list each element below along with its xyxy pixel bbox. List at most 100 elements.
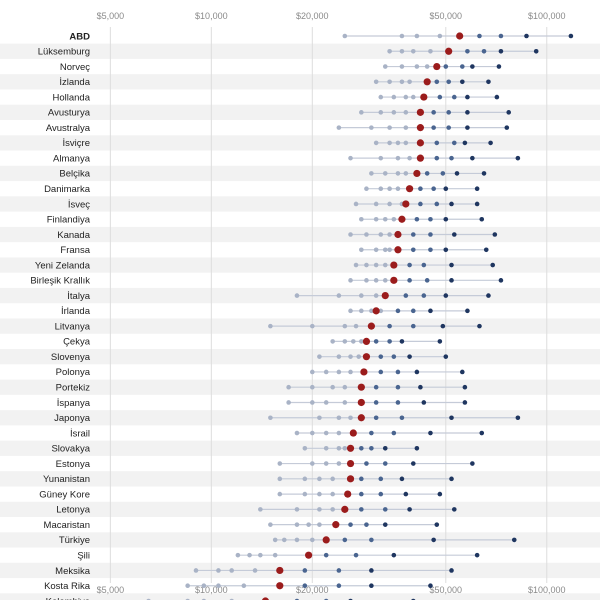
percentile-dot <box>443 186 449 191</box>
median-dot <box>416 154 424 162</box>
percentile-dot <box>451 232 457 237</box>
percentile-dot <box>399 415 405 421</box>
percentile-dot <box>373 216 379 222</box>
percentile-dot <box>378 186 384 191</box>
x-tick-label-bottom: $50,000 <box>430 585 463 595</box>
percentile-dot <box>395 308 401 314</box>
percentile-dot <box>235 552 241 558</box>
percentile-dot <box>336 354 342 359</box>
percentile-dot <box>391 94 397 100</box>
percentile-dot <box>437 339 443 344</box>
percentile-dot <box>431 110 436 115</box>
percentile-dot <box>410 94 416 100</box>
row-band <box>0 135 600 151</box>
country-label: Almanya <box>53 153 91 164</box>
percentile-dot <box>492 232 498 237</box>
percentile-dot <box>369 308 374 314</box>
percentile-dot <box>348 232 353 237</box>
percentile-dot <box>369 430 374 436</box>
percentile-dot <box>515 155 521 161</box>
percentile-dot <box>524 33 529 39</box>
median-dot <box>390 276 398 284</box>
percentile-dot <box>395 384 401 390</box>
percentile-dot <box>317 507 322 512</box>
percentile-dot <box>395 369 401 375</box>
row-band <box>0 165 600 182</box>
median-dot <box>305 551 313 559</box>
percentile-dot <box>359 247 364 253</box>
percentile-dot <box>465 125 470 130</box>
x-tick-label-top: $10,000 <box>195 11 228 21</box>
percentile-dot <box>382 445 388 451</box>
percentile-dot <box>428 308 433 314</box>
percentile-dot <box>336 369 342 375</box>
percentile-dot <box>359 476 364 482</box>
country-label: Polonya <box>56 367 91 378</box>
percentile-dot <box>359 491 364 497</box>
country-label: Çekya <box>63 337 91 348</box>
percentile-dot <box>348 369 353 375</box>
percentile-dot <box>373 339 379 344</box>
percentile-dot <box>434 201 440 207</box>
percentile-dot <box>511 537 517 543</box>
percentile-dot <box>465 308 470 314</box>
percentile-dot <box>399 64 405 69</box>
median-dot <box>456 32 464 40</box>
percentile-dot <box>342 384 348 390</box>
percentile-dot <box>364 461 369 466</box>
percentile-dot <box>465 48 470 54</box>
percentile-dot <box>359 339 364 344</box>
percentile-dot <box>449 415 454 421</box>
percentile-dot <box>336 125 342 130</box>
percentile-dot <box>434 522 440 527</box>
percentile-dot <box>428 583 433 589</box>
country-label: İrlanda <box>61 306 91 317</box>
country-label: Slovenya <box>51 352 91 363</box>
percentile-dot <box>410 323 416 329</box>
median-dot <box>433 62 441 71</box>
percentile-dot <box>449 476 454 482</box>
percentile-dot <box>302 445 308 451</box>
median-dot <box>332 521 340 529</box>
country-label: Danimarka <box>44 184 91 195</box>
percentile-dot <box>443 216 449 222</box>
country-label: Portekiz <box>56 383 91 394</box>
percentile-dot <box>421 293 427 298</box>
percentile-dot <box>387 323 392 329</box>
median-dot <box>406 185 414 193</box>
percentile-dot <box>369 445 374 451</box>
percentile-dot <box>434 155 440 161</box>
percentile-dot <box>387 247 392 253</box>
percentile-dot <box>504 125 510 130</box>
percentile-dot <box>387 186 392 191</box>
percentile-dot <box>428 232 433 237</box>
percentile-dot <box>310 461 315 466</box>
median-dot <box>367 322 375 330</box>
median-dot <box>416 124 424 132</box>
country-label: Macaristan <box>44 520 90 531</box>
percentile-dot <box>407 262 412 268</box>
percentile-dot <box>479 216 485 222</box>
percentile-dot <box>373 262 379 268</box>
percentile-dot <box>470 64 475 69</box>
row-band <box>0 349 600 365</box>
row-band <box>0 43 600 59</box>
percentile-dot <box>373 293 379 298</box>
percentile-dot <box>356 354 362 359</box>
percentile-dot <box>490 262 496 268</box>
percentile-dot <box>481 171 487 176</box>
percentile-dot <box>382 461 388 466</box>
percentile-dot <box>378 155 384 161</box>
country-label: İsveç <box>68 199 90 210</box>
percentile-dot <box>359 308 364 314</box>
row-band <box>0 440 600 456</box>
country-label: Hollanda <box>53 92 91 103</box>
percentile-dot <box>470 155 475 161</box>
percentile-dot <box>359 445 364 451</box>
median-dot <box>322 536 330 544</box>
percentile-dot <box>342 537 348 543</box>
percentile-dot <box>533 48 539 54</box>
percentile-dot <box>336 461 342 466</box>
percentile-dot <box>403 293 409 298</box>
percentile-dot <box>443 64 449 69</box>
